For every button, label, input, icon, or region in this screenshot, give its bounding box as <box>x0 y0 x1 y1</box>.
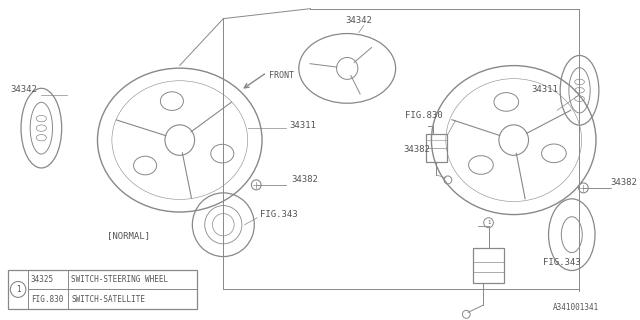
Text: 34325: 34325 <box>31 275 54 284</box>
Text: FIG.343: FIG.343 <box>260 210 298 219</box>
Text: 1: 1 <box>16 285 20 294</box>
Text: 34311: 34311 <box>531 85 558 94</box>
Text: 34382: 34382 <box>403 145 430 154</box>
Text: 34311: 34311 <box>289 121 316 130</box>
Bar <box>8 269 197 309</box>
Text: FIG.343: FIG.343 <box>543 258 580 267</box>
Text: A341001341: A341001341 <box>552 303 599 312</box>
Bar <box>426 134 447 162</box>
Text: [NORMAL]: [NORMAL] <box>107 231 150 240</box>
Bar <box>473 248 504 284</box>
Text: FIG.830: FIG.830 <box>405 111 443 120</box>
Text: 1: 1 <box>487 220 490 225</box>
Text: 34342: 34342 <box>346 16 372 25</box>
Text: SWITCH-STEERING WHEEL: SWITCH-STEERING WHEEL <box>71 275 168 284</box>
Text: 34382: 34382 <box>291 175 318 184</box>
Text: SWITCH-SATELLITE: SWITCH-SATELLITE <box>71 295 145 304</box>
Text: 34342: 34342 <box>10 85 37 94</box>
Text: 34382: 34382 <box>611 178 637 187</box>
Text: FIG.830: FIG.830 <box>31 295 63 304</box>
Text: FRONT: FRONT <box>269 71 294 80</box>
